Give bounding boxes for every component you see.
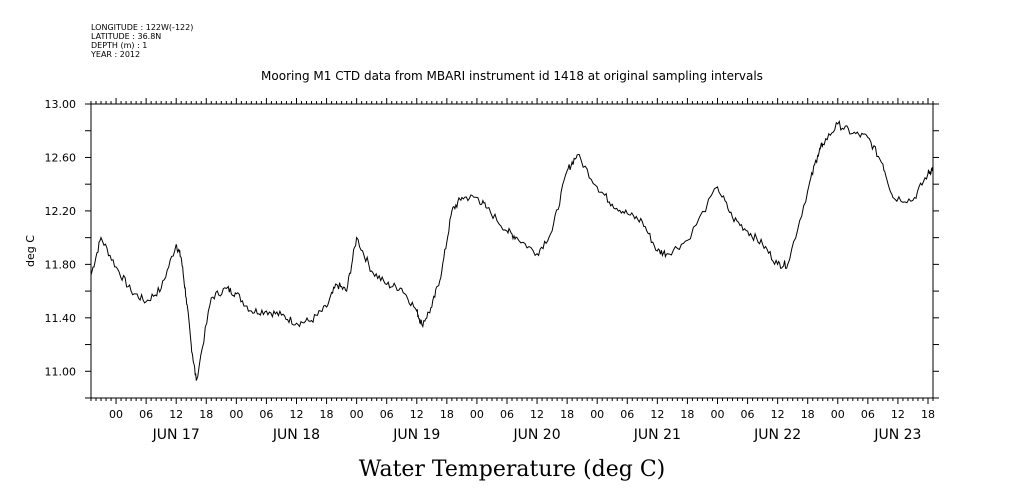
x-day-label: JUN 23 <box>873 427 921 443</box>
metadata-line: LONGITUDE : 122W(-122) <box>91 23 193 32</box>
x-day-label: JUN 17 <box>152 427 200 443</box>
x-hour-label: 00 <box>590 408 604 421</box>
y-tick-label: 11.40 <box>45 312 77 325</box>
x-hour-label: 00 <box>109 408 123 421</box>
y-tick-label: 13.00 <box>45 98 77 111</box>
x-hour-label: 06 <box>741 408 755 421</box>
x-hour-label: 06 <box>861 408 875 421</box>
y-tick-label: 12.20 <box>45 205 77 218</box>
x-hour-label: 12 <box>771 408 785 421</box>
mooring-metadata: LONGITUDE : 122W(-122)LATITUDE : 36.8NDE… <box>90 23 193 59</box>
x-axis: 00 06 12 18 00 06 12 18 00 06 12 18 00 06 12 18 00 06 12 18… <box>90 98 935 443</box>
x-hour-label: 00 <box>350 408 364 421</box>
x-day-label: JUN 18 <box>272 427 320 443</box>
x-day-label: JUN 20 <box>512 427 560 443</box>
x-hour-label: 12 <box>289 408 303 421</box>
x-hour-label: 06 <box>259 408 273 421</box>
bottom-caption: Water Temperature (deg C) <box>359 457 666 482</box>
x-hour-label: 00 <box>831 408 845 421</box>
y-tick-label: 11.00 <box>45 365 77 378</box>
x-hour-label: 06 <box>500 408 514 421</box>
x-hour-label: 06 <box>620 408 634 421</box>
plot-frame <box>90 103 934 399</box>
x-hour-label: 18 <box>440 408 454 421</box>
x-hour-label: 06 <box>139 408 153 421</box>
x-day-label: JUN 22 <box>753 427 801 443</box>
x-hour-label: 06 <box>380 408 394 421</box>
y-tick-label: 12.60 <box>45 151 77 164</box>
x-hour-label: 18 <box>320 408 334 421</box>
x-hour-label: 12 <box>650 408 664 421</box>
x-hour-label: 00 <box>470 408 484 421</box>
x-hour-label: 18 <box>801 408 815 421</box>
y-tick-label: 11.80 <box>45 258 77 271</box>
metadata-line: YEAR : 2012 <box>90 50 140 59</box>
y-axis-label: deg C <box>24 235 37 267</box>
x-hour-label: 18 <box>199 408 213 421</box>
y-axis: 11.00 11.40 11.80 12.20 12.60 13.00 <box>45 98 939 399</box>
x-day-label: JUN 21 <box>633 427 681 443</box>
x-hour-label: 12 <box>530 408 544 421</box>
temperature-series-line <box>90 119 934 381</box>
metadata-line: LATITUDE : 36.8N <box>91 32 161 41</box>
x-hour-label: 12 <box>410 408 424 421</box>
metadata-line: DEPTH (m) : 1 <box>91 41 147 50</box>
x-day-label: JUN 19 <box>392 427 440 443</box>
chart-title: Mooring M1 CTD data from MBARI instrumen… <box>261 69 763 83</box>
x-hour-label: 12 <box>891 408 905 421</box>
x-hour-label: 18 <box>921 408 935 421</box>
x-hour-label: 18 <box>560 408 574 421</box>
x-hour-label: 00 <box>710 408 724 421</box>
x-hour-label: 00 <box>229 408 243 421</box>
x-hour-label: 12 <box>169 408 183 421</box>
x-hour-label: 18 <box>680 408 694 421</box>
